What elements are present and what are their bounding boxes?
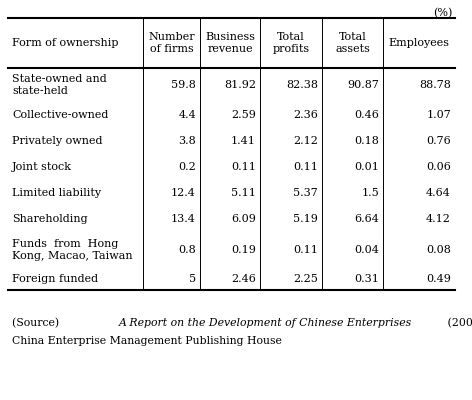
- Text: 88.78: 88.78: [419, 80, 451, 90]
- Text: 81.92: 81.92: [224, 80, 256, 90]
- Text: 5.11: 5.11: [231, 188, 256, 198]
- Text: 82.38: 82.38: [286, 80, 318, 90]
- Text: 90.87: 90.87: [347, 80, 379, 90]
- Text: Collective-owned: Collective-owned: [12, 110, 109, 120]
- Text: (Source): (Source): [12, 318, 63, 328]
- Text: Shareholding: Shareholding: [12, 214, 88, 224]
- Text: Total
assets: Total assets: [335, 32, 370, 54]
- Text: A Report on the Development of Chinese Enterprises: A Report on the Development of Chinese E…: [119, 318, 412, 328]
- Text: 5.37: 5.37: [293, 188, 318, 198]
- Text: 59.8: 59.8: [171, 80, 196, 90]
- Text: 0.31: 0.31: [354, 274, 379, 284]
- Text: 0.46: 0.46: [354, 110, 379, 120]
- Text: 0.19: 0.19: [231, 245, 256, 255]
- Text: 0.11: 0.11: [293, 162, 318, 172]
- Text: Foreign funded: Foreign funded: [12, 274, 98, 284]
- Text: 0.11: 0.11: [231, 162, 256, 172]
- Text: 0.06: 0.06: [426, 162, 451, 172]
- Text: 0.2: 0.2: [178, 162, 196, 172]
- Text: 0.04: 0.04: [354, 245, 379, 255]
- Text: 6.64: 6.64: [354, 214, 379, 224]
- Text: State-owned and
state-held: State-owned and state-held: [12, 74, 107, 96]
- Text: 0.8: 0.8: [178, 245, 196, 255]
- Text: 5: 5: [189, 274, 196, 284]
- Text: 12.4: 12.4: [171, 188, 196, 198]
- Text: Limited liability: Limited liability: [12, 188, 101, 198]
- Text: Joint stock: Joint stock: [12, 162, 72, 172]
- Text: Funds  from  Hong
Kong, Macao, Taiwan: Funds from Hong Kong, Macao, Taiwan: [12, 239, 133, 261]
- Text: 1.07: 1.07: [426, 110, 451, 120]
- Text: 3.8: 3.8: [178, 136, 196, 146]
- Text: Number
of firms: Number of firms: [148, 32, 195, 54]
- Text: Total
profits: Total profits: [272, 32, 310, 54]
- Text: 0.76: 0.76: [426, 136, 451, 146]
- Text: 0.11: 0.11: [293, 245, 318, 255]
- Text: 4.64: 4.64: [426, 188, 451, 198]
- Text: 2.59: 2.59: [231, 110, 256, 120]
- Text: 2.25: 2.25: [293, 274, 318, 284]
- Text: 0.01: 0.01: [354, 162, 379, 172]
- Text: Privately owned: Privately owned: [12, 136, 102, 146]
- Text: Business
revenue: Business revenue: [205, 32, 255, 54]
- Text: Form of ownership: Form of ownership: [12, 38, 118, 48]
- Text: (2002),: (2002),: [445, 318, 472, 328]
- Text: 5.19: 5.19: [293, 214, 318, 224]
- Text: 13.4: 13.4: [171, 214, 196, 224]
- Text: 2.46: 2.46: [231, 274, 256, 284]
- Text: 2.12: 2.12: [293, 136, 318, 146]
- Text: 1.41: 1.41: [231, 136, 256, 146]
- Text: 6.09: 6.09: [231, 214, 256, 224]
- Text: Employees: Employees: [388, 38, 449, 48]
- Text: 4.4: 4.4: [178, 110, 196, 120]
- Text: 0.18: 0.18: [354, 136, 379, 146]
- Text: China Enterprise Management Publishing House: China Enterprise Management Publishing H…: [12, 336, 282, 346]
- Text: 2.36: 2.36: [293, 110, 318, 120]
- Text: 4.12: 4.12: [426, 214, 451, 224]
- Text: (%): (%): [434, 8, 453, 18]
- Text: 1.5: 1.5: [361, 188, 379, 198]
- Text: 0.08: 0.08: [426, 245, 451, 255]
- Text: 0.49: 0.49: [426, 274, 451, 284]
